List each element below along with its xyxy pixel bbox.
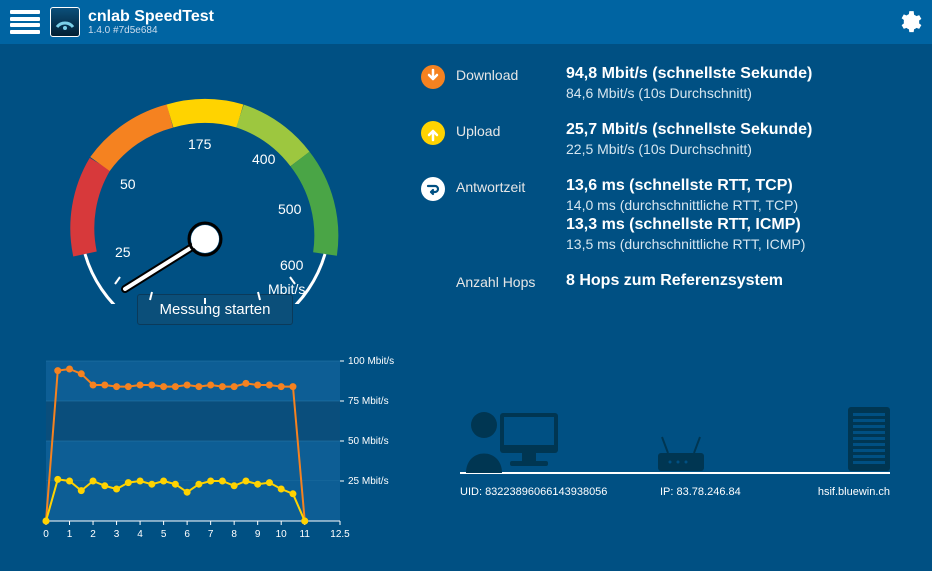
svg-text:3: 3: [114, 529, 120, 540]
upload-label: Upload: [456, 120, 566, 139]
server-host: hsif.bluewin.ch: [818, 486, 890, 498]
svg-text:12.5: 12.5: [330, 529, 350, 540]
svg-text:9: 9: [255, 529, 261, 540]
app-title: cnlab SpeedTest: [88, 8, 214, 26]
svg-text:IP: 83.78.246.84: IP: 83.78.246.84: [660, 486, 741, 498]
response-secondary1: 14,0 ms (durchschnittliche RTT, TCP): [566, 196, 912, 214]
upload-primary: 25,7 Mbit/s (schnellste Sekunde): [566, 120, 912, 140]
svg-text:1: 1: [67, 529, 73, 540]
upload-icon: [420, 120, 446, 146]
app-version: 1.4.0 #7d5e684: [88, 25, 214, 36]
gauge-tick-25: 25: [115, 244, 131, 260]
menu-icon[interactable]: [10, 10, 40, 34]
svg-text:50 Mbit/s: 50 Mbit/s: [348, 436, 389, 447]
download-label: Download: [456, 64, 566, 83]
response-metric: Antwortzeit 13,6 ms (schnellste RTT, TCP…: [420, 176, 912, 252]
svg-text:0: 0: [43, 529, 49, 540]
upload-secondary: 22,5 Mbit/s (10s Durchschnitt): [566, 140, 912, 158]
app-logo-icon: [50, 7, 80, 37]
response-secondary2: 13,5 ms (durchschnittliche RTT, ICMP): [566, 235, 912, 253]
hops-label: Anzahl Hops: [456, 271, 566, 290]
download-metric: Download 94,8 Mbit/s (schnellste Sekunde…: [420, 64, 912, 102]
uid-label: UID:: [460, 486, 482, 498]
header-bar: cnlab SpeedTest 1.4.0 #7d5e684: [0, 0, 932, 44]
ip-value: 83.78.246.84: [677, 486, 741, 498]
gauge-tick-50: 50: [120, 176, 136, 192]
svg-text:7: 7: [208, 529, 214, 540]
svg-text:2: 2: [90, 529, 96, 540]
response-icon: [420, 176, 446, 202]
hops-value: 8 Hops zum Referenzsystem: [566, 271, 912, 291]
svg-text:4: 4: [137, 529, 143, 540]
ip-label: IP:: [660, 486, 673, 498]
download-icon: [420, 64, 446, 90]
response-label: Antwortzeit: [456, 176, 566, 195]
svg-text:UID: 83223896066143938056: UID: 83223896066143938056: [460, 486, 607, 498]
download-primary: 94,8 Mbit/s (schnellste Sekunde): [566, 64, 912, 84]
svg-text:6: 6: [184, 529, 190, 540]
upload-metric: Upload 25,7 Mbit/s (schnellste Sekunde) …: [420, 120, 912, 158]
gauge-tick-400: 400: [252, 151, 276, 167]
gauge-tick-600: 600: [280, 257, 304, 273]
gauge-tick-500: 500: [278, 201, 302, 217]
gauge-tick-175: 175: [188, 136, 212, 152]
svg-text:5: 5: [161, 529, 167, 540]
download-secondary: 84,6 Mbit/s (10s Durchschnitt): [566, 84, 912, 102]
hops-metric: Anzahl Hops 8 Hops zum Referenzsystem: [420, 271, 912, 297]
svg-text:11: 11: [300, 529, 311, 540]
throughput-chart: 100 Mbit/s75 Mbit/s50 Mbit/s25 Mbit/s012…: [40, 345, 400, 545]
svg-text:100 Mbit/s: 100 Mbit/s: [348, 356, 394, 367]
svg-text:8: 8: [231, 529, 237, 540]
svg-text:10: 10: [276, 529, 288, 540]
svg-text:75 Mbit/s: 75 Mbit/s: [348, 396, 389, 407]
response-primary2: 13,3 ms (schnellste RTT, ICMP): [566, 215, 912, 235]
uid-value: 83223896066143938056: [485, 486, 607, 498]
gauge-unit: Mbit/s: [268, 281, 305, 297]
speed-gauge: 25 50 175 400 500 600 Mbit/s: [40, 64, 370, 294]
settings-icon[interactable]: [896, 9, 922, 35]
network-topology: UID: 83223896066143938056 IP: 83.78.246.…: [440, 345, 912, 545]
response-primary1: 13,6 ms (schnellste RTT, TCP): [566, 176, 912, 196]
svg-text:25 Mbit/s: 25 Mbit/s: [348, 476, 389, 487]
